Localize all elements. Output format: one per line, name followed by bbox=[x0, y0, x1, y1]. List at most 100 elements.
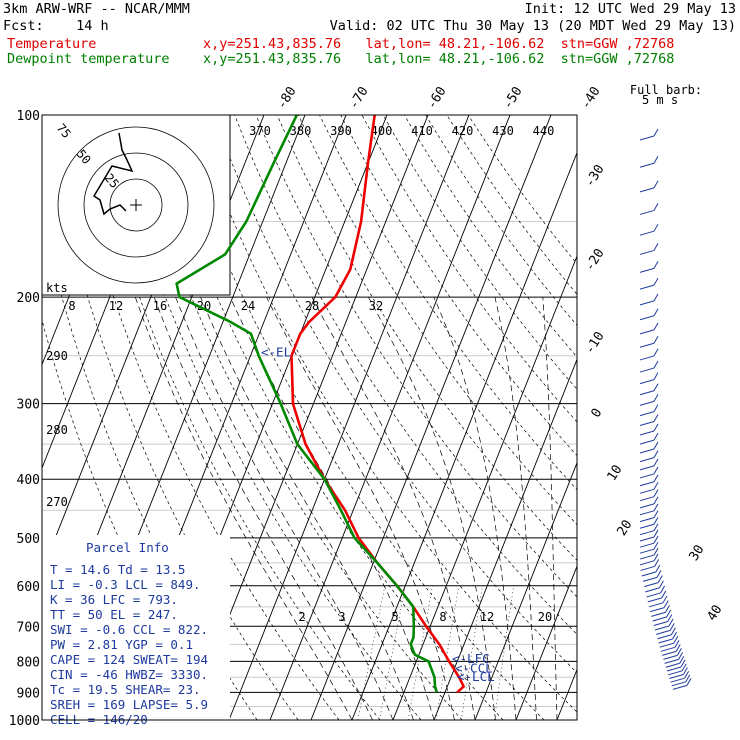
dry-adiabat-label: 370 bbox=[249, 124, 271, 138]
moist-adiabat-line bbox=[433, 296, 517, 720]
wind-barb bbox=[659, 642, 674, 648]
isotherm-line bbox=[515, 565, 577, 720]
wind-barb bbox=[653, 223, 659, 232]
wind-barb bbox=[639, 135, 655, 141]
pressure-tick-label: 800 bbox=[17, 655, 40, 670]
wind-barb bbox=[682, 667, 688, 675]
wind-key-value: 5 m s bbox=[642, 93, 678, 107]
isotherm-line bbox=[310, 115, 552, 720]
wind-barb bbox=[681, 663, 687, 672]
wind-barb bbox=[653, 261, 659, 269]
dry-adiabat-line bbox=[191, 115, 577, 713]
wind-barb bbox=[653, 277, 659, 286]
mixing-ratio-label: 8 bbox=[68, 299, 75, 313]
pressure-tick-label: 200 bbox=[17, 291, 40, 306]
pressure-axis: 100 200 300 400 500 600 700 800 900 1000 bbox=[9, 109, 40, 729]
wind-barb bbox=[653, 621, 668, 627]
isotherm-line bbox=[433, 358, 577, 720]
level-marker-label: <-CCL bbox=[455, 660, 493, 675]
dry-adiabat-label: 430 bbox=[492, 124, 514, 138]
temperature-line bbox=[290, 115, 465, 694]
wind-barb bbox=[672, 684, 688, 690]
wind-barb bbox=[653, 553, 659, 562]
wind-barb bbox=[668, 670, 683, 676]
mixing-ratio-label: 20 bbox=[538, 610, 552, 624]
dry-adiabat-line bbox=[85, 115, 381, 720]
wind-barb bbox=[639, 355, 655, 361]
dry-adiabat-line bbox=[149, 115, 504, 720]
dry-adiabat-line bbox=[276, 115, 577, 561]
wind-barb bbox=[654, 559, 660, 567]
wind-barb bbox=[669, 623, 675, 631]
plot-frame bbox=[41, 114, 578, 721]
wind-barb bbox=[639, 379, 655, 385]
wind-barb bbox=[639, 465, 655, 471]
wind-barb bbox=[645, 587, 660, 593]
wind-barb bbox=[642, 576, 658, 582]
dry-adiabat-label: 410 bbox=[411, 124, 433, 138]
wind-barb bbox=[648, 602, 664, 608]
dry-adiabat-label: 280 bbox=[46, 423, 68, 437]
mixing-ratio-label: 12 bbox=[480, 610, 494, 624]
wind-barb bbox=[653, 450, 659, 458]
wind-barb bbox=[653, 466, 659, 475]
wind-barb bbox=[639, 187, 655, 193]
wind-barb bbox=[653, 383, 659, 391]
isotherm-label: -40 bbox=[578, 84, 603, 112]
dry-adiabat-line bbox=[319, 115, 577, 491]
pressure-tick-label: 900 bbox=[17, 686, 40, 701]
moist-adiabat-line bbox=[542, 297, 558, 720]
isotherm-label: 0 bbox=[589, 406, 606, 421]
wind-barb bbox=[639, 367, 655, 373]
wind-barb bbox=[684, 670, 690, 679]
dewpoint-legend-label: Dewpoint temperature bbox=[7, 51, 170, 67]
wind-barb bbox=[639, 523, 655, 529]
wind-barb bbox=[653, 180, 659, 189]
isotherm-label: 10 bbox=[605, 463, 626, 484]
wind-barb bbox=[686, 678, 692, 686]
moist-adiabat-line bbox=[153, 296, 373, 720]
mixing-ratio-label: 24 bbox=[241, 299, 255, 313]
wind-barb bbox=[639, 249, 655, 255]
parcel-info-row: TT = 50 EL = 247. bbox=[50, 607, 178, 622]
wind-barb bbox=[653, 547, 659, 556]
wind-barb bbox=[639, 439, 655, 445]
level-marker-label: <-LFC bbox=[452, 651, 490, 666]
level-marker-label: <-LCL bbox=[457, 669, 495, 684]
wind-barb bbox=[653, 432, 659, 441]
dry-adiabat-label: 420 bbox=[452, 124, 474, 138]
wind-barb bbox=[639, 554, 655, 560]
wind-barb bbox=[672, 631, 678, 640]
wind-barb bbox=[675, 644, 681, 652]
wind-barb bbox=[639, 209, 655, 215]
wind-barbs bbox=[639, 128, 692, 690]
wind-barb bbox=[673, 635, 679, 644]
mixing-ratio-label: 8 bbox=[439, 610, 446, 624]
dry-adiabat-label: 390 bbox=[330, 124, 352, 138]
wind-barb bbox=[653, 423, 659, 432]
wind-barb bbox=[640, 565, 655, 571]
mixing-ratio-label: 12 bbox=[109, 299, 123, 313]
wind-barb bbox=[639, 517, 655, 523]
dewpoint-line bbox=[175, 115, 439, 693]
hodograph-frame bbox=[41, 114, 231, 296]
wind-barb bbox=[657, 634, 672, 640]
wind-barb bbox=[660, 646, 676, 652]
dry-adiabat-line bbox=[213, 115, 577, 674]
wind-barb bbox=[663, 600, 669, 608]
wind-barb bbox=[639, 421, 655, 426]
wind-barb bbox=[653, 128, 659, 137]
dry-adiabat-label: 290 bbox=[46, 349, 68, 363]
sounding-series bbox=[175, 115, 465, 694]
wind-barb bbox=[685, 674, 691, 683]
wind-barb bbox=[679, 655, 685, 664]
wind-barb bbox=[670, 677, 685, 683]
wind-barb bbox=[666, 666, 682, 672]
header-init: Init: 12 UTC Wed 29 May 13 bbox=[525, 1, 736, 17]
hodograph-ring bbox=[83, 152, 189, 258]
isotherm-line bbox=[392, 254, 577, 720]
wind-barb bbox=[653, 372, 659, 380]
level-marker-label: <-EL bbox=[261, 345, 291, 360]
wind-barb bbox=[653, 489, 659, 497]
wind-barb bbox=[663, 654, 678, 660]
